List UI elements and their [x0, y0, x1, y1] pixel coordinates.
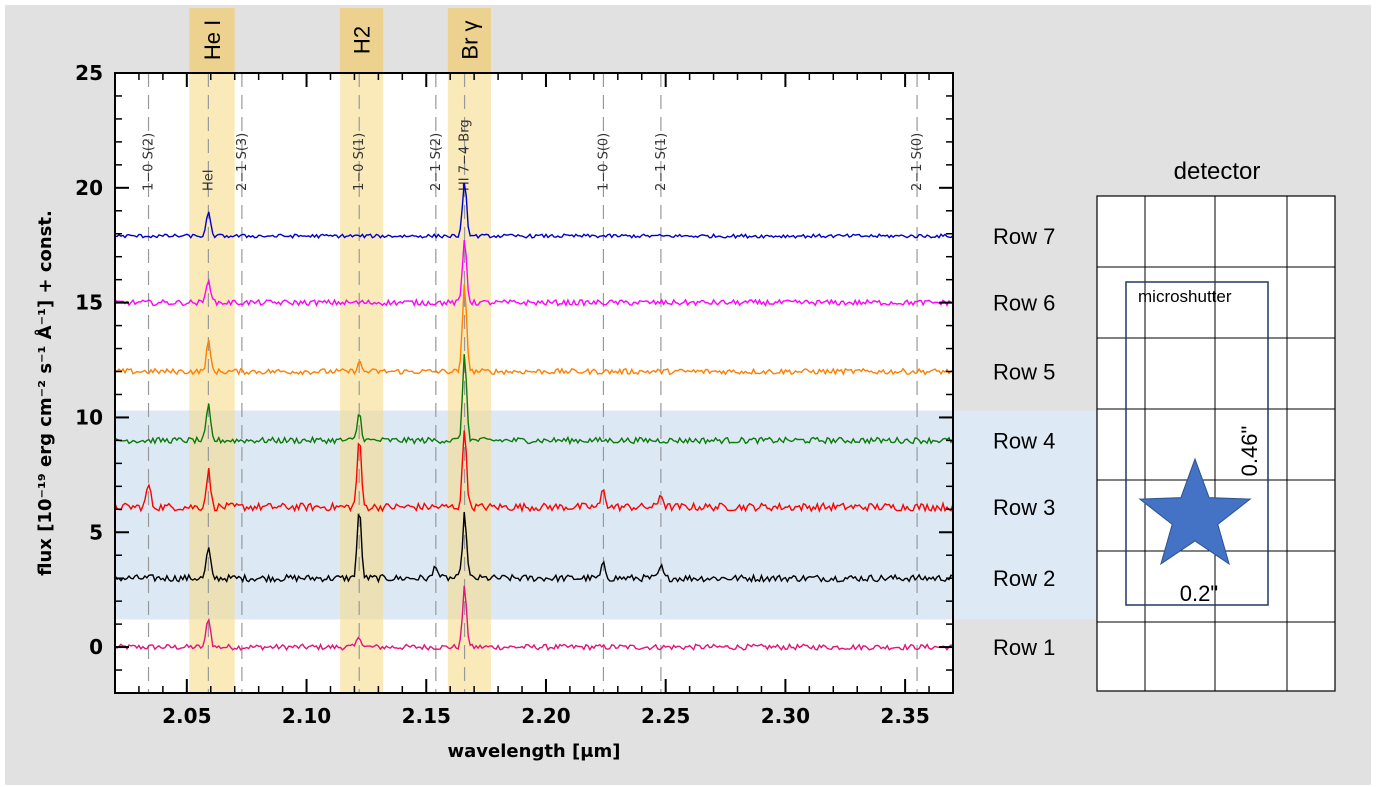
x-tick-label: 2.05: [162, 704, 211, 728]
line-label-3: 1−0 S(1): [352, 133, 367, 191]
line-label-1: HeI: [201, 169, 216, 191]
band-header-1: [340, 8, 384, 73]
line-label-7: 2−1 S(1): [654, 133, 669, 191]
row-label-4: Row 4: [993, 428, 1055, 453]
width-label: 0.2": [1180, 581, 1218, 606]
row-label-7: Row 7: [993, 224, 1055, 249]
plot-frame: [114, 72, 954, 694]
line-label-8: 2−1 S(0): [910, 133, 925, 191]
series-5-line: [115, 284, 953, 376]
band-1: [340, 73, 384, 693]
detector-diagram: detector microshutter 0.46" 0.2": [1096, 158, 1336, 692]
series-1-line: [115, 585, 953, 652]
detector-frame: [1096, 195, 1336, 692]
row-label-5: Row 5: [993, 360, 1055, 385]
row-label-2: Row 2: [993, 566, 1055, 591]
y-tick-label: 10: [75, 405, 103, 429]
row-label-6: Row 6: [993, 291, 1055, 316]
x-tick-label: 2.25: [641, 704, 690, 728]
detector-title: detector: [1174, 158, 1261, 185]
band-header-2: [447, 8, 491, 73]
line-label-4: 2−1 S(2): [429, 133, 444, 191]
y-tick-label: 25: [75, 61, 103, 85]
x-tick-label: 2.10: [282, 704, 331, 728]
row-label-3: Row 3: [993, 495, 1055, 520]
x-tick-label: 2.20: [521, 704, 570, 728]
row-label-1: Row 1: [993, 635, 1055, 660]
line-label-0: 1−0 S(2): [142, 133, 157, 191]
series-2-line: [115, 511, 953, 584]
star-icon: [1138, 457, 1252, 566]
y-tick-label: 20: [75, 176, 103, 200]
x-axis-title: wavelength [μm]: [448, 741, 621, 762]
series-6-line: [115, 239, 953, 308]
detector-grid: [1097, 196, 1335, 691]
series-3-line: [115, 430, 953, 514]
spectra-chart: He I H2 Br γ 1−0 S(2) HeI 2−1 S(3) 1−0 S(1) 2−…: [33, 8, 1336, 762]
y-axis-title: flux [10⁻¹⁹ erg cm⁻² s⁻¹ Å⁻¹] + const.: [33, 210, 56, 576]
x-tick-label: 2.30: [761, 704, 810, 728]
band-header-0: [189, 8, 235, 73]
x-tick-label: 2.35: [880, 704, 929, 728]
line-label-6: 1−0 S(0): [596, 133, 611, 191]
figure: He I H2 Br γ 1−0 S(2) HeI 2−1 S(3) 1−0 S(1) 2−…: [5, 5, 1371, 785]
band-label-1: H2: [350, 26, 375, 54]
microshutter-frame: [1125, 281, 1269, 606]
line-label-2: 2−1 S(3): [235, 133, 250, 191]
y-tick-label: 15: [75, 291, 103, 315]
band-label-0: He I: [200, 20, 225, 60]
band-label-2: Br γ: [457, 20, 482, 59]
plot-highlight-region: [115, 410, 953, 620]
height-label: 0.46": [1237, 426, 1262, 477]
line-label-5: HI 7−4 Brg: [458, 119, 473, 191]
series-4-line: [115, 354, 953, 446]
y-tick-label: 5: [89, 520, 103, 544]
band-0: [189, 73, 235, 693]
series-7-line: [115, 182, 953, 240]
band-2: [447, 73, 491, 693]
y-tick-label: 0: [89, 635, 103, 659]
x-tick-label: 2.15: [402, 704, 451, 728]
microshutter-label: microshutter: [1138, 287, 1232, 306]
